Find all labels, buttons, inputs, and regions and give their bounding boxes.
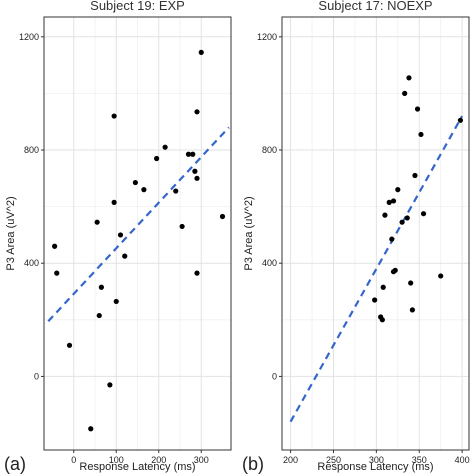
y-axis-title: P3 Area (uV^2): [243, 196, 255, 270]
data-point: [192, 168, 198, 174]
chart-panel-1: 0 400 800 1200 0 100 200 300 Subject 19: EXP Resp…: [4, 0, 232, 474]
y-tick-label: 0: [34, 371, 39, 381]
x-tick-label: 350: [412, 455, 427, 465]
y-tick-label: 400: [262, 258, 277, 268]
data-point: [111, 113, 117, 119]
y-tick-label: 400: [24, 258, 39, 268]
data-point: [66, 342, 73, 348]
data-point: [94, 219, 100, 225]
data-point: [185, 151, 192, 157]
data-point: [406, 75, 412, 81]
data-point: [399, 219, 405, 225]
data-point: [412, 172, 418, 179]
data-point: [107, 382, 113, 388]
data-point: [154, 155, 160, 162]
x-axis-title: Response Latency (ms): [317, 461, 433, 473]
panel-title: Subject 19: EXP: [90, 0, 185, 13]
data-point: [194, 175, 200, 181]
data-point: [414, 106, 421, 112]
data-point: [111, 199, 117, 205]
y-tick-label: 1200: [257, 32, 277, 42]
panel-letter: (a): [4, 454, 26, 474]
data-point: [420, 211, 427, 217]
data-point: [409, 307, 415, 313]
x-tick-label: 200: [151, 455, 166, 465]
panel-letter: (b): [242, 454, 264, 474]
data-point: [194, 109, 200, 115]
data-point: [162, 144, 168, 150]
data-point: [113, 298, 119, 305]
data-point: [179, 223, 185, 230]
data-point: [198, 49, 204, 55]
x-tick-label: 250: [326, 455, 341, 465]
y-tick-label: 800: [24, 145, 39, 155]
x-tick-label: 400: [455, 455, 470, 465]
data-point: [98, 284, 104, 290]
data-point: [392, 267, 398, 273]
data-point: [173, 188, 179, 194]
panel-title: Subject 17: NOEXP: [318, 0, 432, 13]
data-point: [96, 312, 102, 319]
data-point: [408, 280, 414, 286]
data-point: [372, 297, 378, 303]
data-point: [390, 198, 397, 204]
trend-line: [289, 115, 464, 423]
trend-line: [47, 126, 230, 322]
data-point: [457, 117, 464, 123]
data-point: [141, 187, 147, 193]
plot-frame: [281, 16, 470, 451]
data-point: [382, 212, 388, 218]
data-point: [54, 270, 60, 276]
x-tick-label: 100: [109, 455, 124, 465]
data-point: [379, 317, 385, 323]
data-point: [122, 253, 128, 259]
y-tick-label: 0: [272, 371, 277, 381]
data-point: [190, 151, 196, 157]
x-tick-label: 200: [283, 455, 298, 465]
data-point: [418, 131, 424, 138]
data-point: [219, 213, 226, 220]
x-tick-label: 0: [71, 455, 76, 465]
data-point: [395, 187, 401, 193]
data-point: [194, 270, 200, 276]
data-point: [389, 236, 395, 242]
data-point: [380, 284, 386, 290]
plot-frame: [43, 16, 232, 451]
data-point: [132, 179, 138, 186]
y-axis-title: P3 Area (uV^2): [5, 196, 17, 270]
x-tick-label: 300: [369, 455, 384, 465]
data-point: [88, 426, 94, 432]
y-tick-label: 1200: [19, 32, 39, 42]
data-point: [117, 232, 124, 238]
x-axis-title: Response Latency (ms): [79, 461, 195, 473]
data-point: [52, 243, 58, 249]
data-point: [404, 215, 410, 221]
data-point: [438, 273, 444, 279]
x-tick-label: 300: [194, 455, 209, 465]
data-point: [386, 199, 392, 205]
chart-panel-2: 0 400 800 1200 200 250 300 350 400 Subject 17: NO…: [242, 0, 470, 474]
y-tick-label: 800: [262, 145, 277, 155]
plot-area: [281, 16, 470, 451]
data-point: [402, 90, 408, 97]
